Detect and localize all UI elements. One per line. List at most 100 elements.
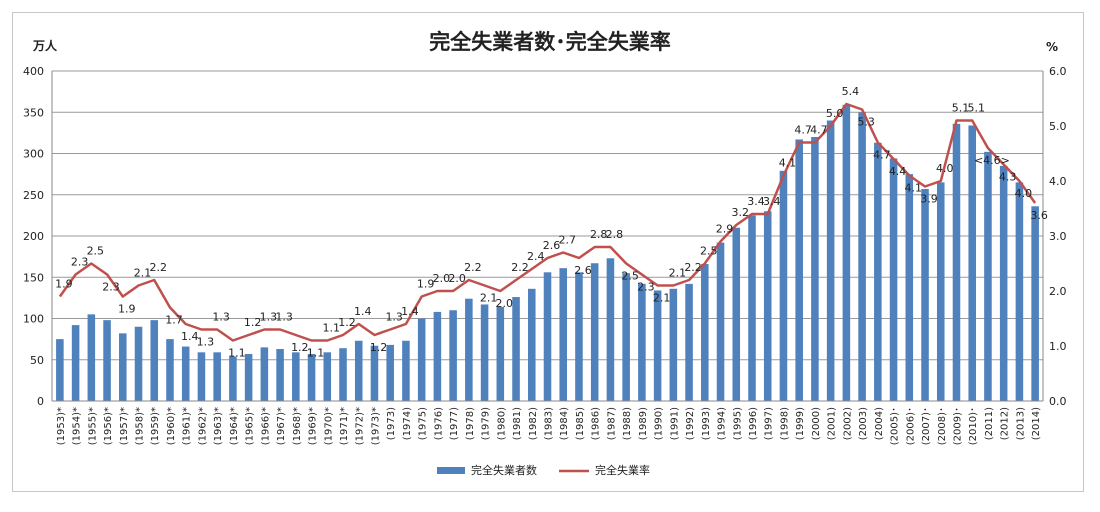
bar: [370, 345, 379, 401]
data-label: 1.3: [260, 311, 278, 324]
bar: [119, 333, 127, 401]
bar: [449, 310, 457, 401]
data-label: 2.0: [496, 297, 514, 310]
data-label: 4.3: [999, 171, 1017, 184]
category-labels: (1953)* (1954)* (1955)* (1956)* (1957)* (1958…: [56, 407, 1042, 445]
data-label: 1.3: [275, 311, 293, 324]
data-label: 4.1: [779, 157, 797, 170]
data-label: 2.1: [480, 292, 498, 305]
data-label: 1.1: [323, 322, 341, 335]
bar: [417, 318, 426, 401]
category-label: (2009)･: [952, 407, 963, 445]
data-label: 2.1: [134, 267, 152, 280]
left-axis-unit: 万人: [32, 38, 58, 53]
data-label: 4.4: [889, 165, 907, 178]
bar: [716, 242, 725, 401]
data-label: 2.3: [71, 256, 89, 269]
data-label: 3.4: [747, 195, 765, 208]
bar: [150, 320, 159, 401]
bar: [134, 326, 143, 401]
bar: [732, 227, 741, 401]
bar: [465, 298, 473, 401]
data-label: 1.2: [291, 341, 309, 354]
category-label: (1962)*: [197, 407, 208, 445]
bar: [87, 314, 96, 401]
data-label: 2.0: [448, 272, 466, 285]
category-label: (1977): [449, 407, 460, 440]
data-label: 1.4: [354, 305, 372, 318]
bar: [763, 211, 772, 401]
tick-labels: 0 50 100 150 200 250 300 350 400 0.0 1.0 2.0 3.0 4.0 5…: [23, 65, 1067, 408]
data-label: 2.5: [621, 270, 639, 283]
data-label: 2.2: [149, 261, 167, 274]
data-label: 1.9: [118, 303, 136, 316]
data-label: 1.9: [417, 278, 435, 291]
data-label: 4.0: [1015, 187, 1033, 200]
category-label: (1963)*: [213, 407, 224, 445]
bar: [213, 352, 221, 401]
bar: [480, 304, 489, 401]
data-label: 4.1: [905, 182, 923, 195]
bar: [874, 142, 882, 401]
data-label: 2.0: [433, 272, 451, 285]
category-label: (1959)*: [150, 407, 161, 445]
category-label: (1985): [575, 407, 586, 440]
right-tick-label: 4.0: [1049, 175, 1067, 188]
line-series-path: [58, 102, 1037, 342]
bar: [622, 273, 630, 401]
left-tick-label: 0: [37, 395, 44, 408]
data-label: 3.6: [1030, 209, 1048, 222]
bar: [244, 353, 253, 401]
data-label: 1.2: [338, 316, 356, 329]
data-label: 2.1: [653, 292, 671, 305]
chart-frame: [12, 12, 1084, 492]
category-label: (1996): [748, 407, 759, 440]
line-series: [58, 102, 1037, 342]
category-label: (1999): [795, 407, 806, 440]
right-tick-label: 0.0: [1049, 395, 1067, 408]
category-label: (1982): [528, 407, 539, 440]
category-label: (2010)･: [968, 407, 979, 445]
bar: [527, 288, 536, 401]
data-label: 5.4: [842, 85, 860, 98]
data-label: 4.0: [936, 162, 954, 175]
data-label: 1.1: [228, 347, 246, 360]
bar: [795, 139, 803, 401]
data-labels: 1.92.32.52.31.92.12.21.71.41.31.31.11.21…: [55, 85, 1048, 360]
bar: [984, 151, 992, 401]
category-label: (1971)*: [339, 407, 350, 445]
left-tick-label: 350: [23, 106, 44, 119]
data-label: 4.7: [873, 149, 891, 162]
bar: [181, 346, 190, 401]
category-label: (2007)･: [921, 407, 932, 445]
data-label: 2.6: [543, 239, 561, 252]
right-tick-label: 2.0: [1049, 285, 1067, 298]
category-label: (1988): [622, 407, 633, 440]
data-label: 2.9: [716, 223, 734, 236]
bar: [260, 347, 269, 401]
category-label: (1978): [465, 407, 476, 440]
bar-series: [56, 104, 1039, 402]
category-label: (1954)*: [72, 407, 83, 445]
bar: [685, 283, 693, 401]
legend: 完全失業者数 完全失業率: [437, 463, 650, 477]
category-label: (1964)*: [229, 407, 240, 445]
category-label: (1997): [764, 407, 775, 440]
category-label: (2006)･: [905, 407, 916, 445]
data-label: 5.3: [857, 116, 875, 129]
data-label: 5.1: [952, 102, 970, 115]
data-label: 2.7: [558, 234, 576, 247]
left-tick-label: 300: [23, 148, 44, 161]
category-label: (1955)*: [87, 407, 98, 445]
right-tick-label: 5.0: [1049, 120, 1067, 133]
category-label: (2004): [874, 407, 885, 440]
category-label: (1976): [433, 407, 444, 440]
bar: [229, 356, 237, 401]
bar: [512, 297, 520, 401]
data-label: 1.3: [197, 336, 215, 349]
category-label: (1975): [418, 407, 429, 440]
bar: [339, 348, 347, 401]
category-label: (1968)*: [292, 407, 303, 445]
category-label: (2012): [1000, 407, 1011, 440]
data-label: 1.2: [370, 341, 388, 354]
